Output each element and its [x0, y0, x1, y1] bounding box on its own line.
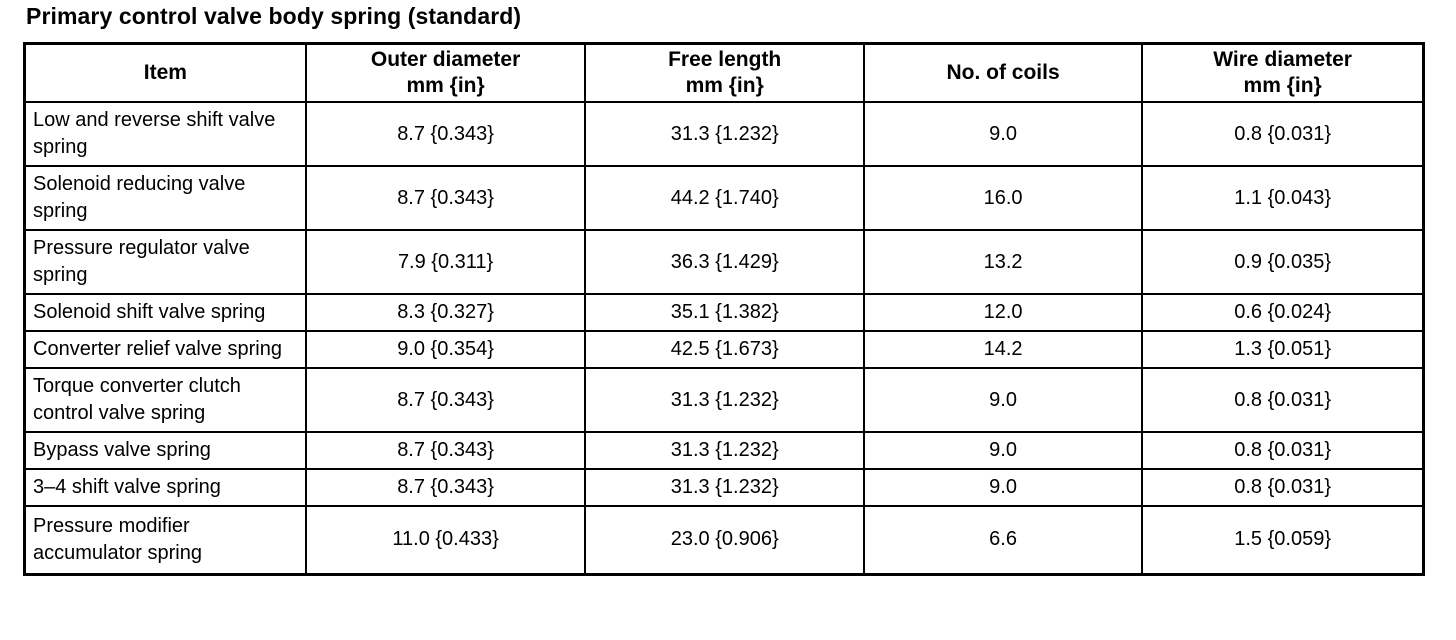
column-header-no-of-coils: No. of coils [862, 42, 1144, 103]
cell-wire-diameter: 1.1 {0.043} [1141, 165, 1425, 231]
cell-free-length: 23.0 {0.906} [584, 505, 865, 575]
cell-wire-diameter: 0.8 {0.031} [1141, 431, 1425, 470]
cell-outer-diameter: 8.3 {0.327} [304, 293, 587, 332]
table-row: Converter relief valve spring 9.0 {0.354}… [23, 330, 1425, 369]
table-row: Pressure modifier accumulator spring 11.0… [23, 505, 1425, 575]
cell-free-length: 35.1 {1.382} [584, 293, 865, 332]
header-row: Item Outer diameter mm {in} Free length mm {… [23, 42, 1425, 103]
table-row: Solenoid shift valve spring 8.3 {0.327} 35… [23, 293, 1425, 332]
cell-outer-diameter: 7.9 {0.311} [304, 229, 587, 295]
header-unit: mm {in} [685, 74, 764, 97]
cell-no-of-coils: 13.2 [862, 229, 1144, 295]
spring-spec-table: Item Outer diameter mm {in} Free length mm {… [23, 42, 1425, 576]
cell-no-of-coils: 6.6 [862, 505, 1144, 575]
header-label: No. of coils [946, 61, 1060, 84]
cell-no-of-coils: 12.0 [862, 293, 1144, 332]
cell-no-of-coils: 16.0 [862, 165, 1144, 231]
cell-outer-diameter: 8.7 {0.343} [304, 101, 587, 167]
cell-free-length: 36.3 {1.429} [584, 229, 865, 295]
cell-no-of-coils: 9.0 [862, 431, 1144, 470]
cell-item: Low and reverse shift valve spring [23, 101, 307, 167]
header-label: Wire diameter [1213, 48, 1352, 71]
table-row: Bypass valve spring 8.7 {0.343} 31.3 {1.23… [23, 431, 1425, 470]
header-unit: mm {in} [406, 74, 485, 97]
cell-outer-diameter: 8.7 {0.343} [304, 468, 587, 507]
table-row: Pressure regulator valve spring 7.9 {0.31… [23, 229, 1425, 295]
cell-item: Torque converter clutch control valve sp… [23, 367, 307, 433]
table-body: Low and reverse shift valve spring 8.7 {0… [23, 101, 1425, 575]
column-header-outer-diameter: Outer diameter mm {in} [304, 42, 587, 103]
cell-wire-diameter: 0.9 {0.035} [1141, 229, 1425, 295]
table-row: 3–4 shift valve spring 8.7 {0.343} 31.3 {1… [23, 468, 1425, 507]
cell-outer-diameter: 8.7 {0.343} [304, 165, 587, 231]
column-header-free-length: Free length mm {in} [584, 42, 865, 103]
cell-free-length: 31.3 {1.232} [584, 468, 865, 507]
cell-item: Converter relief valve spring [23, 330, 307, 369]
table-row: Torque converter clutch control valve sp… [23, 367, 1425, 433]
cell-free-length: 44.2 {1.740} [584, 165, 865, 231]
table-row: Low and reverse shift valve spring 8.7 {0… [23, 101, 1425, 167]
cell-wire-diameter: 0.8 {0.031} [1141, 367, 1425, 433]
cell-item: Pressure modifier accumulator spring [23, 505, 307, 575]
cell-item: Solenoid reducing valve spring [23, 165, 307, 231]
cell-item: Bypass valve spring [23, 431, 307, 470]
header-label: Free length [668, 48, 782, 71]
column-header-item: Item [23, 42, 307, 103]
column-header-wire-diameter: Wire diameter mm {in} [1141, 42, 1425, 103]
cell-item: Solenoid shift valve spring [23, 293, 307, 332]
cell-free-length: 42.5 {1.673} [584, 330, 865, 369]
cell-no-of-coils: 9.0 [862, 468, 1144, 507]
cell-outer-diameter: 11.0 {0.433} [304, 505, 587, 575]
cell-no-of-coils: 14.2 [862, 330, 1144, 369]
cell-wire-diameter: 0.8 {0.031} [1141, 468, 1425, 507]
header-unit: mm {in} [1243, 74, 1322, 97]
cell-wire-diameter: 1.3 {0.051} [1141, 330, 1425, 369]
cell-free-length: 31.3 {1.232} [584, 431, 865, 470]
cell-no-of-coils: 9.0 [862, 101, 1144, 167]
cell-outer-diameter: 9.0 {0.354} [304, 330, 587, 369]
cell-item: Pressure regulator valve spring [23, 229, 307, 295]
table-header: Item Outer diameter mm {in} Free length mm {… [23, 42, 1425, 103]
cell-free-length: 31.3 {1.232} [584, 101, 865, 167]
cell-wire-diameter: 1.5 {0.059} [1141, 505, 1425, 575]
cell-outer-diameter: 8.7 {0.343} [304, 367, 587, 433]
cell-wire-diameter: 0.6 {0.024} [1141, 293, 1425, 332]
table-row: Solenoid reducing valve spring 8.7 {0.343… [23, 165, 1425, 231]
cell-free-length: 31.3 {1.232} [584, 367, 865, 433]
page-title: Primary control valve body spring (stand… [26, 3, 522, 29]
cell-item: 3–4 shift valve spring [23, 468, 307, 507]
cell-outer-diameter: 8.7 {0.343} [304, 431, 587, 470]
header-label: Item [143, 61, 187, 84]
header-label: Outer diameter [370, 48, 521, 71]
cell-no-of-coils: 9.0 [862, 367, 1144, 433]
cell-wire-diameter: 0.8 {0.031} [1141, 101, 1425, 167]
